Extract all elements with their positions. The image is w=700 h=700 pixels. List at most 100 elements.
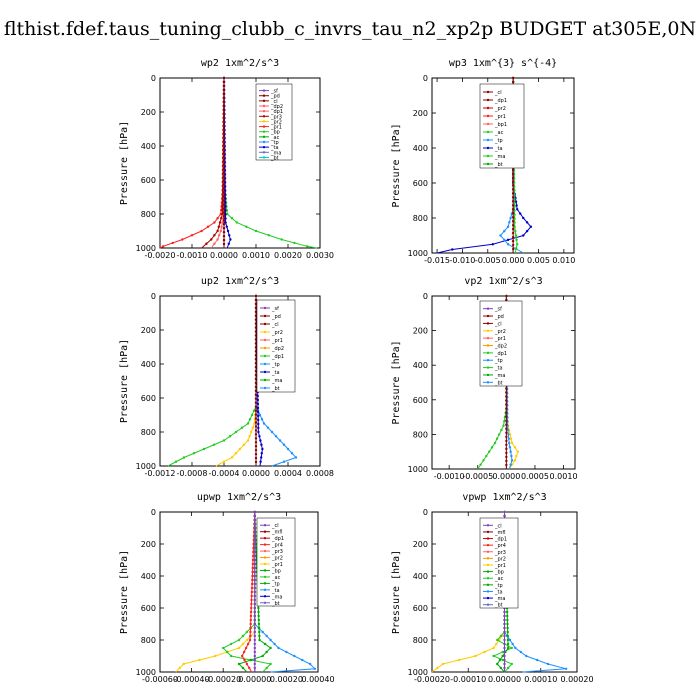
legend-entry: _cl <box>271 523 279 529</box>
series-marker <box>253 594 256 598</box>
series-marker <box>229 238 232 241</box>
series-marker <box>253 562 256 566</box>
y-axis-label: Pressure [hPa] <box>119 550 130 634</box>
series-marker <box>224 189 227 192</box>
series-marker <box>222 460 226 463</box>
series-marker <box>254 460 258 464</box>
series-marker <box>506 622 509 626</box>
series-marker <box>222 230 226 234</box>
series-marker <box>253 586 256 590</box>
series-marker <box>237 646 241 650</box>
legend-marker <box>263 601 267 604</box>
series-marker <box>501 658 504 662</box>
series-marker <box>253 650 256 654</box>
y-tick-label: 400 <box>141 360 156 369</box>
series-marker <box>495 437 499 440</box>
legend-marker <box>262 109 266 113</box>
series-marker <box>508 446 512 449</box>
y-tick-label: 400 <box>141 572 156 581</box>
series-marker <box>248 666 251 670</box>
legend-marker <box>486 98 490 102</box>
series-marker <box>250 590 254 594</box>
series-marker <box>253 614 256 618</box>
series-marker <box>254 429 258 432</box>
series-marker <box>253 558 256 562</box>
series-marker <box>222 151 226 155</box>
series-marker <box>505 387 508 390</box>
plot-frame <box>159 295 321 467</box>
series-marker <box>491 243 495 246</box>
legend-entry: _bt <box>494 603 503 609</box>
y-tick-label: 400 <box>413 144 428 153</box>
x-tick-label: -0.005 <box>475 256 501 265</box>
series-marker <box>564 667 568 670</box>
series-marker <box>506 638 510 642</box>
series-marker <box>273 642 276 646</box>
series-marker <box>222 124 226 127</box>
x-tick-label: -0.0004 <box>209 469 240 478</box>
series-marker <box>222 147 226 151</box>
series-marker <box>503 229 506 233</box>
series-marker <box>506 626 509 630</box>
series-marker <box>250 594 253 598</box>
series-marker <box>514 247 518 250</box>
series-marker <box>515 454 518 458</box>
series-marker <box>510 454 513 458</box>
series-marker <box>237 638 241 642</box>
series-marker <box>253 618 256 622</box>
series-marker <box>483 650 486 654</box>
series-marker <box>253 654 256 658</box>
legend-entry: _tp <box>494 358 503 364</box>
series-marker <box>503 654 506 658</box>
series-marker <box>257 626 261 630</box>
legend-entry: _sf <box>494 307 502 313</box>
series-marker <box>254 393 258 397</box>
legend-marker <box>486 90 490 94</box>
x-tick-label: 0.005 <box>527 256 550 265</box>
series-marker <box>441 662 445 666</box>
series-marker <box>254 385 258 389</box>
series-marker <box>503 420 506 423</box>
legend-entry: _ac <box>494 130 504 136</box>
legend-entry: _pr1 <box>271 338 283 344</box>
legend-marker <box>263 543 267 546</box>
x-tick-label: -0.00020 <box>205 675 241 684</box>
series-marker <box>249 622 252 626</box>
legend-marker <box>486 557 490 560</box>
series-marker <box>505 423 508 426</box>
series-marker <box>219 229 222 233</box>
series-marker <box>254 318 258 321</box>
series-marker <box>251 426 254 429</box>
series-marker <box>261 654 264 658</box>
series-marker <box>513 225 516 228</box>
legend-entry: _ta <box>270 145 279 151</box>
series-marker <box>217 225 220 228</box>
series-marker <box>251 570 254 574</box>
series-marker <box>253 658 256 662</box>
series-marker <box>254 437 258 440</box>
series-marker <box>222 219 226 222</box>
legend-marker <box>262 99 266 103</box>
series-marker <box>503 658 506 662</box>
legend-marker <box>486 162 490 166</box>
series-marker <box>249 614 253 618</box>
series-marker <box>258 413 262 417</box>
series-marker <box>253 526 256 530</box>
series-marker <box>511 80 515 84</box>
series-marker <box>257 618 260 622</box>
legend-entry: _pd <box>494 314 504 320</box>
series-marker <box>253 538 256 542</box>
series-marker <box>221 221 224 224</box>
series-marker <box>274 435 278 438</box>
series-marker <box>511 212 515 215</box>
series-marker <box>507 437 510 440</box>
series-marker <box>253 542 256 546</box>
legend-marker <box>262 135 266 139</box>
series-marker <box>254 417 258 420</box>
series-marker <box>224 201 227 204</box>
series-marker <box>506 428 510 432</box>
x-tick-label: 0.00040 <box>301 675 334 684</box>
legend-marker <box>486 307 490 310</box>
series-marker <box>243 658 246 662</box>
series-marker <box>503 662 506 666</box>
